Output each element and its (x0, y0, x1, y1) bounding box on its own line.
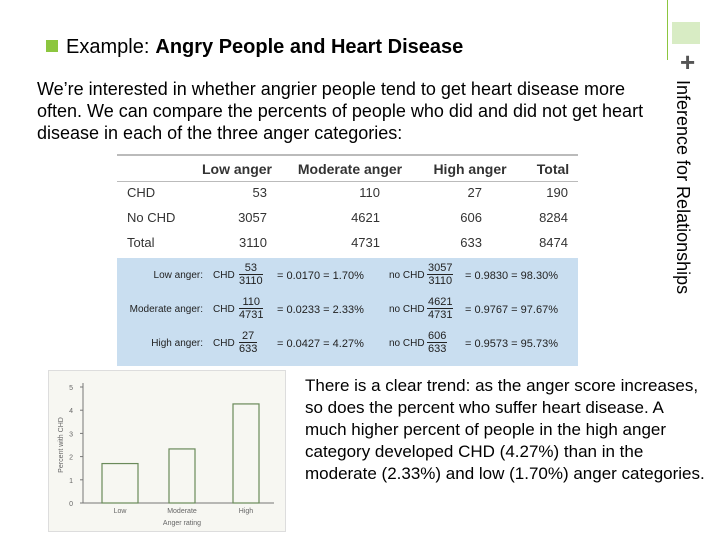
y-tick-label: 2 (69, 455, 73, 462)
cell: 110 (359, 185, 380, 200)
proportions-box: Low anger: CHD 53 3110 = 0.0170 = 1.70% no CH… (117, 258, 578, 366)
cell: 606 (460, 210, 482, 225)
result: = 0.9830 = 98.30% (465, 270, 558, 282)
accent-line (667, 0, 668, 60)
bar (168, 448, 196, 504)
group-label: CHD (213, 338, 235, 349)
y-tick-label: 4 (69, 408, 73, 415)
group-label: no CHD (389, 270, 425, 281)
numerator: 27 (239, 330, 258, 343)
denominator: 4731 (428, 309, 453, 321)
y-tick-label: 1 (69, 478, 73, 485)
column-header: Total (536, 161, 570, 177)
cell: 8474 (539, 235, 568, 250)
result: = 0.0170 = 1.70% (277, 270, 364, 282)
cell: 190 (546, 185, 568, 200)
cell: 4731 (351, 235, 380, 250)
accent-square (672, 22, 700, 44)
group-label: no CHD (389, 338, 425, 349)
numerator: 110 (239, 296, 264, 309)
row-label: No CHD (127, 210, 176, 225)
corner-mark: + (680, 47, 696, 77)
group-label: CHD (213, 270, 235, 281)
cell: 3057 (238, 210, 267, 225)
row-label: Moderate anger: (129, 304, 203, 315)
numerator: 4621 (427, 296, 454, 309)
result: = 0.9573 = 95.73% (465, 338, 558, 350)
header-title: Angry People and Heart Disease (155, 36, 464, 58)
y-tick-label: 5 (69, 385, 73, 392)
y-tick-label: 0 (69, 501, 73, 508)
header-prefix: Example: (66, 36, 150, 58)
side-title: Inference for Relationships (673, 80, 693, 295)
table: Low anger Moderate anger High anger Total CH… (117, 154, 578, 254)
fraction: 3057 3110 (427, 262, 454, 287)
cell: 633 (460, 235, 482, 250)
bar (232, 403, 260, 504)
column-header: High anger (433, 161, 507, 177)
cell: 27 (467, 185, 482, 200)
result: = 0.0427 = 4.27% (277, 338, 364, 350)
x-tick-label: Low (114, 508, 128, 515)
conclusion: There is a clear trend: as the anger sco… (305, 376, 705, 483)
fraction: 606 633 (427, 330, 448, 355)
rule (117, 154, 578, 156)
denominator: 3110 (428, 275, 453, 287)
numerator: 53 (239, 262, 263, 275)
row-label: Total (127, 235, 155, 250)
numerator: 606 (427, 330, 448, 343)
rule (117, 181, 578, 182)
x-tick-label: High (239, 508, 254, 515)
y-tick-label: 3 (69, 431, 73, 438)
row-label: High anger: (151, 338, 203, 349)
cell: 4621 (351, 210, 380, 225)
denominator: 633 (239, 343, 258, 355)
fraction: 53 3110 (239, 262, 263, 287)
cell: 3110 (239, 235, 267, 250)
figure: 0 1 2 3 4 5 Percent with CHD Low Moderate High Ang… (48, 370, 286, 532)
bullet (46, 40, 58, 52)
row-label: Low anger: (153, 270, 203, 281)
fraction: 110 4731 (239, 296, 264, 321)
denominator: 3110 (239, 275, 263, 287)
group-label: no CHD (389, 304, 425, 315)
denominator: 633 (428, 343, 447, 355)
x-label: Anger rating (163, 520, 201, 527)
cell: 8284 (539, 210, 568, 225)
column-header: Low anger (201, 161, 272, 177)
result: = 0.0233 = 2.33% (277, 304, 364, 316)
fraction: 27 633 (239, 330, 258, 355)
cell: 53 (252, 185, 267, 200)
row-label: CHD (127, 185, 156, 200)
y-label: Percent with CHD (58, 417, 65, 473)
header: Example: Angry People and Heart Disease (46, 36, 463, 59)
numerator: 3057 (427, 262, 454, 275)
fraction: 4621 4731 (427, 296, 454, 321)
group-label: CHD (213, 304, 235, 315)
result: = 0.9767 = 97.67% (465, 304, 558, 316)
x-tick-label: Moderate (167, 508, 197, 515)
intro-text: We’re interested in whether angrier peop… (37, 79, 644, 143)
denominator: 4731 (239, 309, 264, 321)
bar (101, 462, 139, 504)
column-header: Moderate anger (297, 161, 403, 177)
